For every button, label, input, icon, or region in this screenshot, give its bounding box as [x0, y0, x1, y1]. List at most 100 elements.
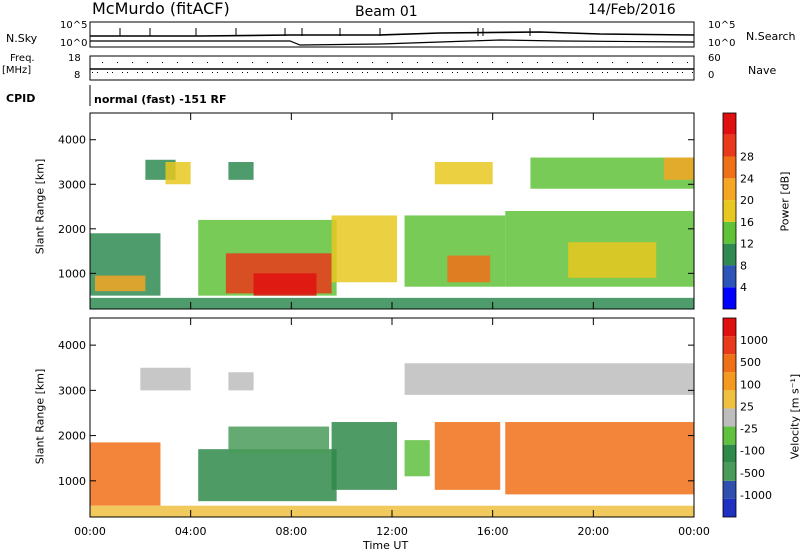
power-colorbar-seg	[723, 113, 736, 135]
power-colorbar-tick: 28	[740, 151, 754, 164]
nave-dot	[347, 72, 348, 73]
nave-dot	[332, 72, 333, 73]
nave-dot	[397, 72, 398, 73]
nave-dot	[382, 72, 383, 73]
nave-dot	[532, 72, 533, 73]
power-colorbar-seg	[723, 134, 736, 157]
power-colorbar-tick: 16	[740, 216, 754, 229]
power-region-12	[228, 162, 254, 180]
velocity-colorbar-frame	[722, 317, 737, 518]
velocity-colorbar-tick: 25	[740, 400, 754, 413]
nave-dot	[512, 72, 513, 73]
nave-dot	[562, 72, 563, 73]
nave-dot	[267, 62, 268, 63]
nave-dot	[602, 72, 603, 73]
power-region-9	[568, 242, 657, 278]
nave-dot	[677, 72, 678, 73]
nave-dot	[522, 62, 523, 63]
power-region-7	[447, 255, 491, 283]
time-xtick-label: 00:00	[678, 525, 710, 538]
nave-dot	[587, 72, 588, 73]
nave-dot	[312, 62, 313, 63]
power-colorbar-seg	[723, 287, 736, 309]
nave-dot	[342, 62, 343, 63]
nave-dot	[227, 72, 228, 73]
velocity-colorbar-tick: 500	[740, 356, 761, 369]
nave-dot	[487, 72, 488, 73]
nave-dot	[162, 62, 163, 63]
nave-dot	[557, 72, 558, 73]
velocity-colorbar-seg	[723, 318, 736, 337]
nave-dot	[247, 72, 248, 73]
nave-dot	[197, 72, 198, 73]
velocity-ytick-label: 1000	[58, 475, 86, 488]
velocity-ytick-label: 2000	[58, 430, 86, 443]
velocity-colorbar-seg	[723, 426, 736, 445]
date-title: 14/Feb/2016	[588, 2, 676, 18]
velocity-ytick-label: 3000	[58, 384, 86, 397]
nave-dot	[547, 72, 548, 73]
nave-dot	[282, 62, 283, 63]
nave-dot	[682, 72, 683, 73]
nave-dot	[207, 62, 208, 63]
velocity-region-5	[434, 422, 501, 490]
nave-dot	[552, 62, 553, 63]
nave-dot	[107, 72, 108, 73]
nave-dot	[262, 72, 263, 73]
nave-dot	[607, 72, 608, 73]
nave-dot	[157, 72, 158, 73]
nave-dot	[92, 72, 93, 73]
power-region-5	[331, 215, 398, 283]
power-region-1	[95, 275, 146, 292]
nave-dot	[327, 62, 328, 63]
nave-dot	[302, 72, 303, 73]
nave-dot	[142, 72, 143, 73]
nave-dot	[357, 62, 358, 63]
time-xtick-label: 12:00	[376, 525, 408, 538]
nave-dot	[192, 62, 193, 63]
velocity-colorbar-seg	[723, 498, 736, 517]
nave-dot	[447, 62, 448, 63]
nave-dot	[412, 72, 413, 73]
nave-dot	[452, 72, 453, 73]
nave-dot	[687, 62, 688, 63]
nave-dot	[127, 72, 128, 73]
velocity-colorbar-seg	[723, 444, 736, 463]
power-region-15	[663, 157, 694, 180]
velocity-colorbar-seg	[723, 390, 736, 409]
nave-dot	[542, 72, 543, 73]
nave-dot	[167, 72, 168, 73]
nave-dot	[272, 72, 273, 73]
velocity-colorbar-tick: 100	[740, 378, 761, 391]
nave-dot	[422, 72, 423, 73]
velocity-region-8	[140, 367, 191, 391]
power-colorbar-tick: 12	[740, 238, 754, 251]
nave-dot	[237, 62, 238, 63]
nave-dot	[152, 72, 153, 73]
velocity-colorbar-tick: -25	[740, 423, 758, 436]
nave-dot	[497, 72, 498, 73]
nave-dot	[287, 72, 288, 73]
nave-dot	[582, 62, 583, 63]
nave-dot	[642, 62, 643, 63]
nave-dot	[97, 72, 98, 73]
nave-dot	[652, 72, 653, 73]
nave-dot	[407, 72, 408, 73]
nave-dot	[437, 72, 438, 73]
power-colorbar-seg	[723, 265, 736, 288]
velocity-colorbar-seg	[723, 480, 736, 499]
freq-panel-frame	[89, 55, 695, 81]
velocity-region-6	[505, 422, 694, 495]
noise-tick-left-bottom: 10^0	[60, 38, 88, 49]
nave-dot	[632, 72, 633, 73]
nsearch-label: N.Search	[746, 30, 796, 43]
nave-dot	[322, 72, 323, 73]
power-colorbar-seg	[723, 243, 736, 266]
nave-dot	[307, 72, 308, 73]
nave-dot	[502, 72, 503, 73]
time-xlabel: Time UT	[363, 539, 409, 552]
nave-dot	[417, 62, 418, 63]
nave-dot	[457, 72, 458, 73]
nave-dot	[672, 62, 673, 63]
nave-dot	[112, 72, 113, 73]
